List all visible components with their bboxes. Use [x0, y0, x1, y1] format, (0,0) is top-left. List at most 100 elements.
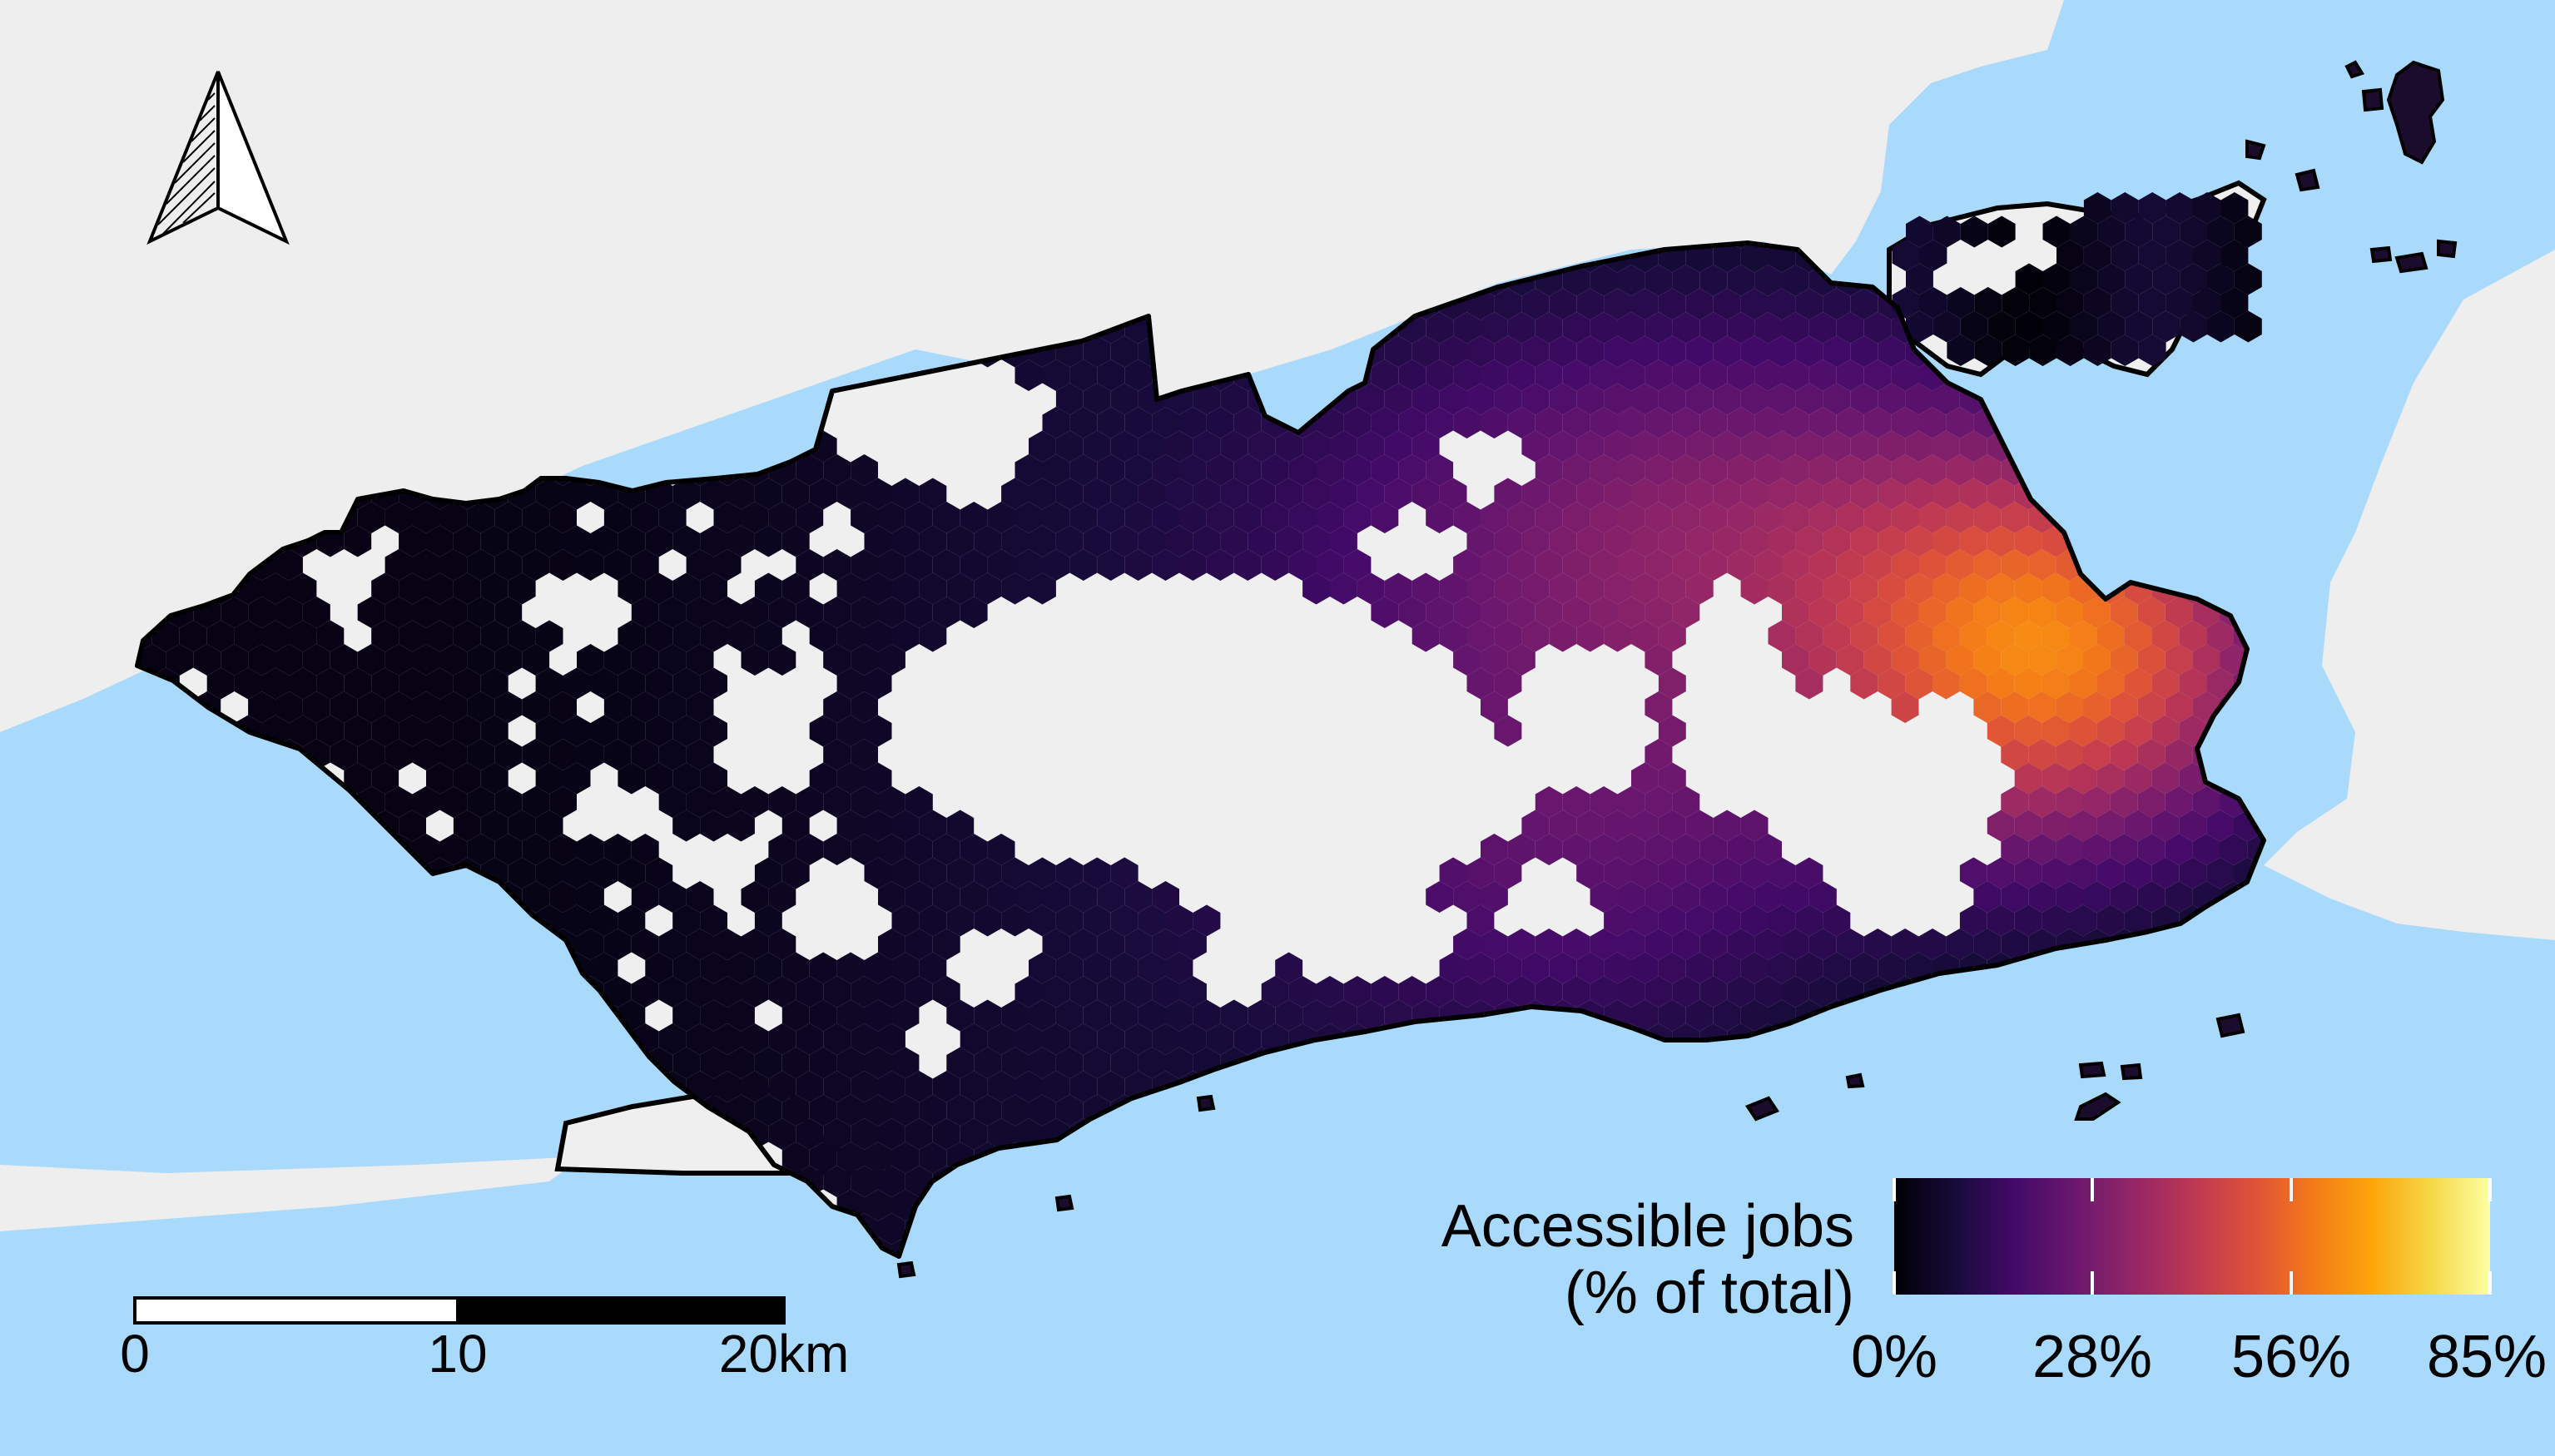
hexagon-cell [809, 620, 837, 652]
hexagon-cell [1466, 667, 1495, 700]
hexagon-cell [796, 549, 824, 581]
hexagon-cell [713, 929, 742, 960]
legend-title-line2: (% of total) [1564, 1260, 1854, 1326]
hexagon-cell [919, 1094, 947, 1127]
hexagon-cell [1905, 383, 1932, 415]
hexagon-cell [412, 739, 440, 770]
hexagon-cell [1398, 454, 1426, 486]
hexagon-cell [221, 644, 249, 676]
hexagon-cell [1015, 502, 1043, 533]
hexagon-cell [1932, 525, 1960, 557]
hexagon-cell [2179, 667, 2207, 700]
hexagon-cell [2165, 834, 2193, 865]
hexagon-cell [1699, 929, 1728, 960]
hexagon-cell [1959, 620, 1987, 652]
hexagon-cell [1974, 334, 2002, 366]
hexagon-cell [344, 667, 372, 700]
hexagon-cell [603, 976, 632, 1008]
hexagon-cell [193, 644, 221, 676]
hexagon-cell [1987, 620, 2015, 652]
hexagon-cell [672, 525, 701, 557]
hexagon-cell [1233, 1023, 1262, 1055]
hexagon-cell [1932, 215, 1961, 248]
hexagon-cell [2001, 834, 2029, 865]
hexagon-cell [535, 715, 563, 747]
hexagon-cell [851, 976, 878, 1008]
hexagon-cell [1275, 525, 1303, 557]
hexagon-cell [2070, 310, 2098, 343]
hexagon-cell [1124, 929, 1153, 960]
hexagon-cell [713, 786, 742, 818]
hexagon-cell [1138, 478, 1166, 510]
hexagon-cell [1507, 644, 1535, 676]
hexagon-cell [1426, 407, 1454, 438]
hexagon-cell [727, 478, 755, 510]
hexagon-cell [1672, 502, 1700, 533]
hexagon-cell [1960, 215, 1988, 248]
hexagon-cell [1535, 312, 1563, 344]
hexagon-cell [1590, 834, 1618, 865]
hexagon-cell [1193, 904, 1221, 937]
hexagon-cell [1617, 786, 1645, 818]
hexagon-cell [2083, 834, 2111, 865]
hexagon-cell [658, 502, 687, 533]
hexagon-cell [2083, 786, 2111, 818]
hexagon-cell [590, 667, 618, 700]
hexagon-cell [1426, 976, 1454, 1008]
hexagon-cell [1658, 383, 1686, 415]
hexagon-cell [1604, 430, 1631, 463]
hexagon-cell [1740, 243, 1769, 273]
hexagon-cell [371, 572, 399, 605]
hexagon-cell [1426, 312, 1454, 344]
hexagon-cell [1987, 715, 2015, 747]
hexagon-cell [1713, 810, 1741, 842]
hexagon-cell [1288, 976, 1317, 1008]
hexagon-cell [1015, 881, 1043, 913]
hexagon-cell [1782, 502, 1809, 533]
hexagon-cell [1549, 952, 1577, 984]
hexagon-cell [1097, 1023, 1125, 1055]
hexagon-cell [618, 857, 646, 889]
hexagon-cell [2152, 310, 2180, 343]
hexagon-cell [2042, 810, 2070, 842]
hexagon-cell [2179, 810, 2207, 842]
hexagon-cell [1165, 1047, 1193, 1079]
hexagon-cell [234, 620, 262, 652]
hexagon-cell [508, 572, 536, 605]
hexagon-cell [1029, 430, 1056, 463]
hexagon-cell [1959, 857, 1987, 889]
hexagon-cell [1918, 597, 1947, 628]
hexagon-cell [796, 786, 824, 818]
hexagon-cell [1193, 999, 1221, 1032]
hexagon-cell [1863, 549, 1892, 581]
hexagon-cell [439, 502, 468, 533]
hexagon-cell [1863, 502, 1892, 533]
hexagon-cell [672, 572, 701, 605]
hexagon-cell [494, 597, 523, 628]
hexagon-cell [179, 620, 207, 652]
hexagon-cell [1754, 929, 1782, 960]
hexagon-cell [2069, 715, 2097, 747]
hexagon-cell [1987, 667, 2015, 700]
hexagon-cell [384, 502, 413, 533]
hexagon-cell [1850, 430, 1878, 463]
hexagon-cell [1562, 359, 1590, 391]
hexagon-cell [672, 999, 701, 1032]
hexagon-cell [1576, 810, 1605, 842]
hexagon-cell [1288, 502, 1317, 533]
hexagon-cell [2042, 572, 2070, 605]
hexagon-cell [1590, 312, 1618, 344]
hexagon-cell [1001, 904, 1029, 937]
hexagon-cell [1179, 929, 1207, 960]
hexagon-cell [1206, 549, 1234, 581]
hexagon-cell [1782, 454, 1809, 486]
hexagon-cell [1768, 857, 1796, 889]
hexagon-cell [946, 999, 975, 1032]
hexagon-cell [1165, 904, 1193, 937]
hexagon-cell [700, 762, 727, 795]
hexagon-cell [1713, 478, 1741, 510]
hexagon-cell [2234, 263, 2262, 295]
hexagon-cell [1836, 407, 1864, 438]
hexagon-cell [1029, 1094, 1056, 1127]
